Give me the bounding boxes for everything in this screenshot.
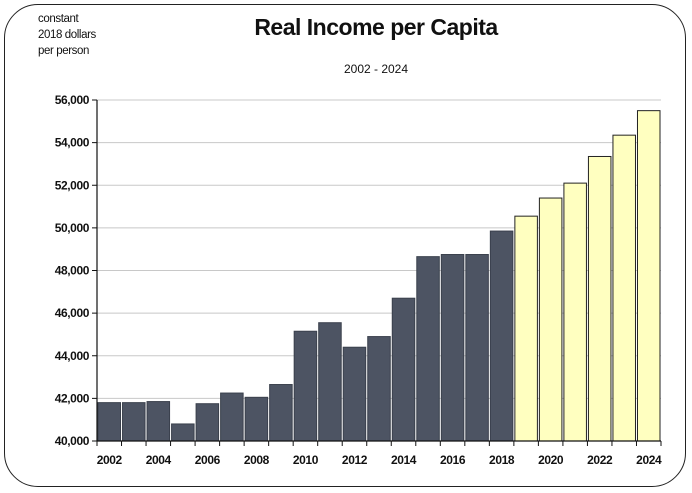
- x-tick-label: 2018: [489, 453, 515, 467]
- bar-2003: [122, 402, 146, 442]
- y-tick-label: 50,000: [55, 221, 90, 235]
- y-tick-label: 52,000: [55, 178, 90, 192]
- chart-subtitle: 2002 - 2024: [343, 62, 409, 76]
- bar-2012: [342, 346, 367, 442]
- bar-2021: [563, 182, 587, 442]
- y-unit-label: constant 2018 dollars per person: [38, 11, 96, 59]
- unit-label-line: per person: [38, 45, 89, 57]
- y-tick-label: 40,000: [55, 434, 90, 448]
- bar-2009: [269, 384, 293, 442]
- y-tick-label: 42,000: [55, 391, 90, 405]
- y-tick-label: 46,000: [55, 306, 90, 320]
- bar-2022: [587, 155, 612, 442]
- x-tick-label: 2004: [146, 453, 172, 467]
- x-tick-label: 2024: [636, 453, 662, 467]
- bar-2015: [416, 256, 440, 442]
- x-tick-label: 2010: [293, 453, 319, 467]
- y-tick-label: 54,000: [55, 136, 90, 150]
- x-tick-label: 2006: [195, 453, 221, 467]
- bar-2017: [465, 254, 489, 442]
- bar-2024: [636, 110, 661, 442]
- bar-2007: [220, 392, 244, 442]
- bar-2006: [195, 403, 220, 442]
- bar-2020: [538, 197, 563, 442]
- bar-2005: [171, 423, 195, 442]
- y-tick-label: 44,000: [55, 349, 90, 363]
- x-tick-label: 2008: [244, 453, 270, 467]
- bar-2019: [514, 215, 538, 442]
- bar-2013: [367, 336, 391, 442]
- bars: [97, 110, 661, 442]
- y-tick-label: 48,000: [55, 264, 90, 278]
- unit-label-line: constant: [38, 13, 79, 25]
- chart-title: Real Income per Capita: [254, 14, 498, 40]
- x-tick-labels: 2002 2004 2006 2008 2010 2012 2014 2016 2018 2020…: [97, 453, 663, 467]
- bar-2023: [612, 134, 636, 442]
- unit-label-line: 2018 dollars: [38, 29, 96, 41]
- x-tick-label: 2020: [538, 453, 564, 467]
- x-tick-label: 2016: [440, 453, 466, 467]
- x-tick-label: 2002: [97, 453, 123, 467]
- bar-2010: [293, 330, 318, 442]
- x-tick-label: 2012: [342, 453, 368, 467]
- bar-2016: [440, 254, 465, 442]
- y-tick-labels: 40,000 42,000 44,000 46,000 48,000 50,000 52,0…: [55, 93, 90, 448]
- x-tick-label: 2014: [391, 453, 417, 467]
- bar-2002: [97, 402, 122, 442]
- bar-2004: [146, 401, 171, 442]
- y-tick-label: 56,000: [55, 93, 90, 107]
- bar-2011: [318, 322, 342, 442]
- axes: [92, 99, 662, 446]
- bar-2014: [391, 297, 416, 442]
- bar-2018: [489, 230, 514, 442]
- x-tick-label: 2022: [587, 453, 613, 467]
- bar-2008: [244, 396, 269, 442]
